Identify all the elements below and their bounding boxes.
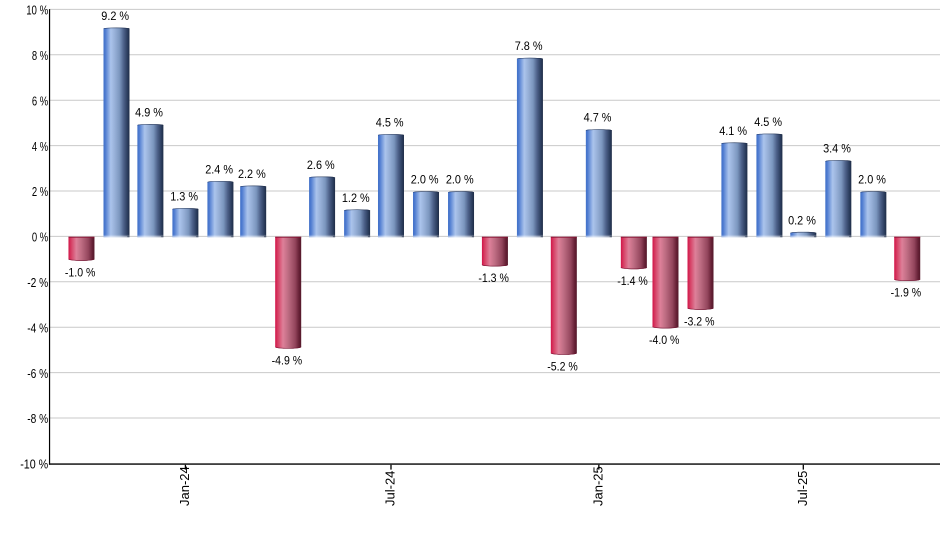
svg-text:Jul-25: Jul-25 (795, 471, 810, 506)
svg-text:Jan-25: Jan-25 (590, 466, 605, 506)
svg-text:-10 %: -10 % (20, 457, 48, 472)
svg-text:1.3 %: 1.3 % (170, 189, 198, 203)
svg-text:-4 %: -4 % (27, 320, 48, 335)
svg-text:Jan-24: Jan-24 (177, 466, 192, 506)
svg-text:4.9 %: 4.9 % (135, 105, 163, 119)
svg-text:0.2 %: 0.2 % (788, 213, 816, 227)
svg-text:2.0 %: 2.0 % (446, 173, 474, 187)
svg-text:9.2 %: 9.2 % (101, 9, 129, 23)
svg-text:-8 %: -8 % (27, 411, 48, 426)
svg-text:2.4 %: 2.4 % (205, 162, 233, 176)
svg-text:-2 %: -2 % (27, 275, 48, 290)
svg-text:-6 %: -6 % (27, 366, 48, 381)
svg-text:2.0 %: 2.0 % (411, 173, 439, 187)
svg-text:2 %: 2 % (32, 184, 49, 199)
svg-text:4 %: 4 % (32, 139, 49, 154)
svg-text:8 %: 8 % (32, 48, 49, 63)
svg-text:4.7 %: 4.7 % (584, 111, 612, 125)
svg-text:4.1 %: 4.1 % (719, 124, 747, 138)
svg-text:2.6 %: 2.6 % (307, 158, 335, 172)
svg-text:0 %: 0 % (32, 230, 49, 245)
svg-text:-4.9 %: -4.9 % (272, 353, 303, 367)
svg-text:3.4 %: 3.4 % (823, 142, 851, 156)
svg-text:-1.0 %: -1.0 % (65, 265, 96, 279)
svg-text:2.0 %: 2.0 % (858, 173, 886, 187)
svg-text:-4.0 %: -4.0 % (649, 333, 680, 347)
svg-text:Jul-24: Jul-24 (383, 471, 398, 506)
svg-text:-1.9 %: -1.9 % (891, 286, 922, 300)
svg-text:-1.3 %: -1.3 % (478, 271, 509, 285)
svg-text:1.2 %: 1.2 % (342, 191, 370, 205)
svg-text:-3.2 %: -3.2 % (684, 314, 715, 328)
svg-text:10 %: 10 % (26, 3, 48, 18)
svg-text:-1.4 %: -1.4 % (617, 274, 648, 288)
svg-text:4.5 %: 4.5 % (376, 115, 404, 129)
svg-text:2.2 %: 2.2 % (238, 167, 266, 181)
svg-text:6 %: 6 % (32, 93, 49, 108)
svg-text:-5.2 %: -5.2 % (547, 359, 578, 373)
svg-text:4.5 %: 4.5 % (754, 115, 782, 129)
svg-text:7.8 %: 7.8 % (515, 39, 543, 53)
